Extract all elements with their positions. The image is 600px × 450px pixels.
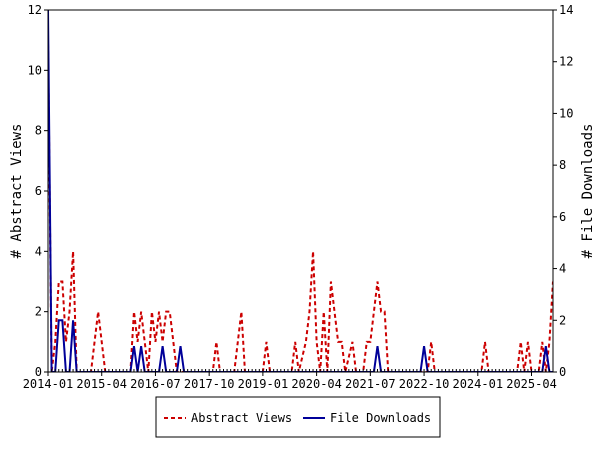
y-right-tick-label: 8 xyxy=(559,158,566,172)
y-left-tick-label: 12 xyxy=(28,3,42,17)
series-line-file-downloads xyxy=(48,10,553,372)
x-tick-label: 2022-10 xyxy=(399,377,450,391)
x-tick-label: 2017-10 xyxy=(184,377,235,391)
y-right-axis-label: # File Downloads xyxy=(580,124,596,259)
x-axis: 2014-01 2015-04 2016-07 2017-10 2019-01 2020-… xyxy=(23,369,557,391)
y-left-tick-label: 0 xyxy=(35,365,42,379)
legend-box xyxy=(155,396,441,438)
y-right-tick-label: 2 xyxy=(559,313,566,327)
series-line-abstract-views xyxy=(48,40,553,372)
legend-label-abstract-views: Abstract Views xyxy=(191,411,292,425)
legend-label-file-downloads: File Downloads xyxy=(330,411,431,425)
x-tick-label: 2014-01 xyxy=(23,377,74,391)
plot-frame xyxy=(47,9,554,373)
y-right-tick-label: 10 xyxy=(559,106,573,120)
y-right-tick-label: 4 xyxy=(559,262,566,276)
y-left-tick-label: 10 xyxy=(28,63,42,77)
x-tick-label: 2025-04 xyxy=(506,377,557,391)
x-tick-label: 2016-07 xyxy=(130,377,181,391)
right-axis: 0 2 4 6 8 10 12 14 xyxy=(553,3,573,379)
legend: Abstract Views File Downloads xyxy=(155,396,441,438)
y-right-tick-label: 0 xyxy=(559,365,566,379)
y-left-tick-label: 8 xyxy=(35,124,42,138)
x-tick-label: 2024-01 xyxy=(452,377,503,391)
x-tick-label: 2020-04 xyxy=(291,377,342,391)
y-right-tick-label: 6 xyxy=(559,210,566,224)
y-right-tick-label: 14 xyxy=(559,3,573,17)
y-left-axis-label: # Abstract Views xyxy=(9,124,25,259)
y-left-tick-label: 6 xyxy=(35,184,42,198)
x-tick-label: 2015-04 xyxy=(76,377,127,391)
x-tick-label: 2019-01 xyxy=(238,377,289,391)
y-right-tick-label: 12 xyxy=(559,55,573,69)
x-tick-label: 2021-07 xyxy=(345,377,396,391)
y-left-tick-label: 4 xyxy=(35,244,42,258)
chart-marks xyxy=(48,10,553,372)
y-left-tick-label: 2 xyxy=(35,305,42,319)
left-axis: 0 2 4 6 8 10 12 xyxy=(28,3,48,379)
